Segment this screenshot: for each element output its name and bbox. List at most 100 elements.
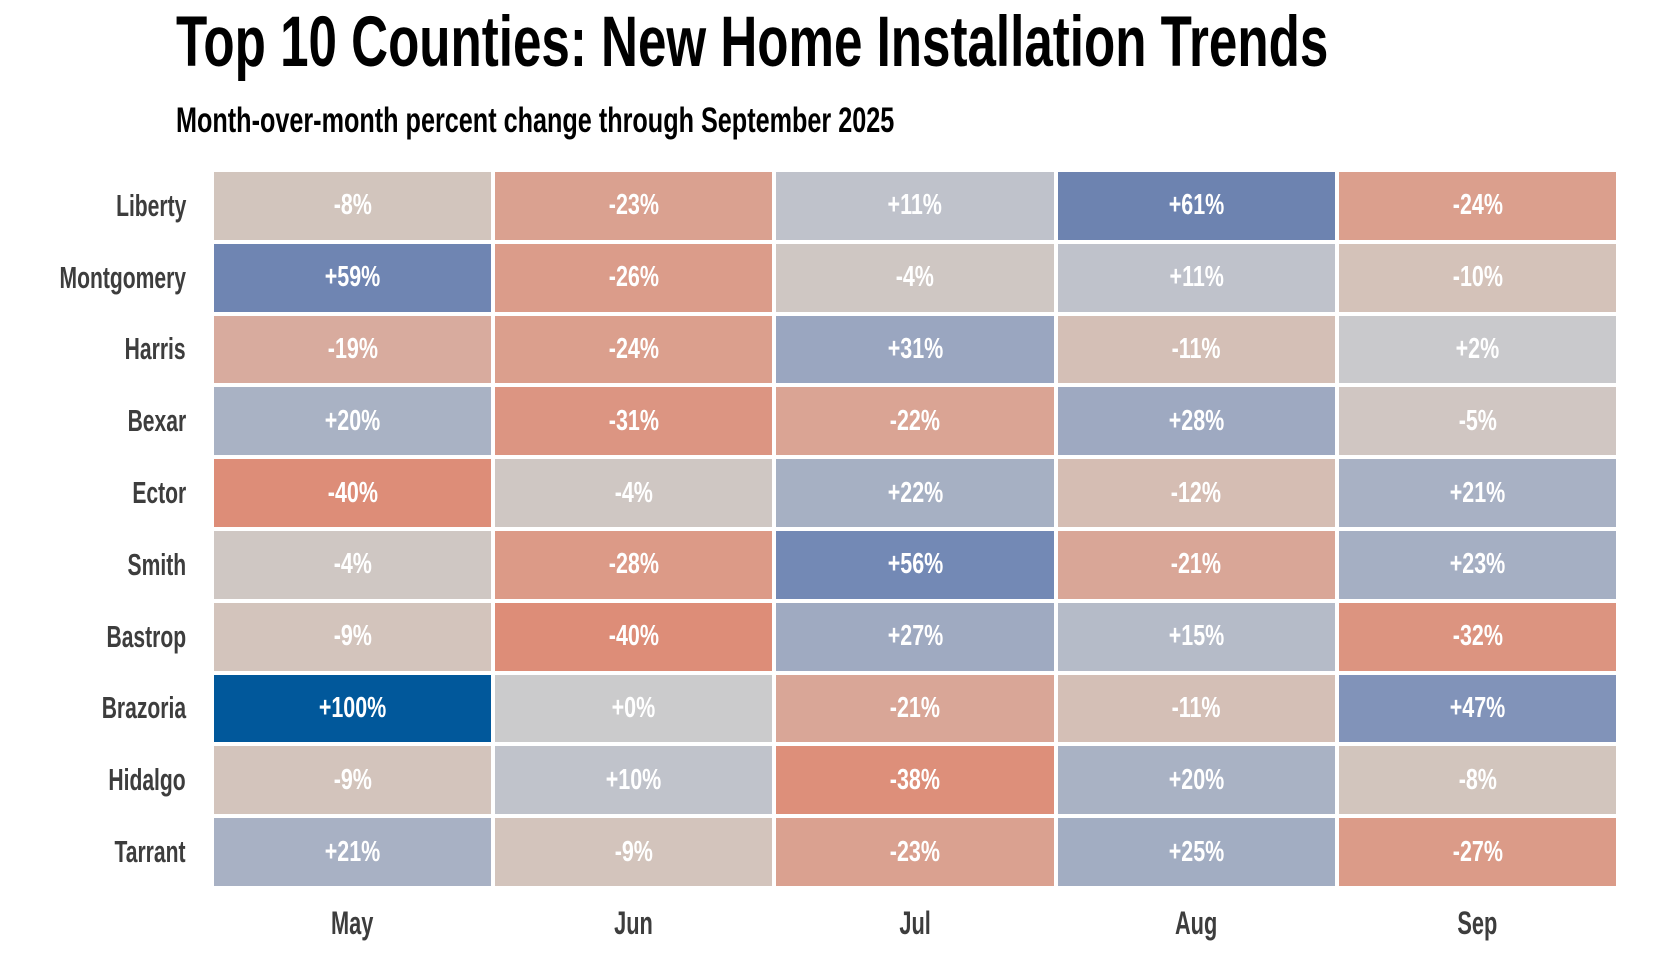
heatmap-cell-liberty-jul: +11% <box>776 172 1054 240</box>
heatmap-cell-brazoria-jun: +0% <box>495 674 773 743</box>
cell-value-label: -21% <box>889 691 941 724</box>
heatmap-cell-harris-jul: +31% <box>776 315 1054 384</box>
row-label-text: Bexar <box>127 403 186 439</box>
cell-value-label: -11% <box>1171 332 1221 365</box>
row-label-brazoria: Brazoria <box>0 675 186 743</box>
heatmap-cell-hidalgo-jun: +10% <box>495 746 773 815</box>
heatmap-cell-harris-may: -19% <box>214 315 492 384</box>
cell-value-label: -21% <box>1171 548 1222 581</box>
chart-subtitle: Month-over-month percent change through … <box>176 101 1174 141</box>
heatmap-cell-hidalgo-may: -9% <box>214 746 492 815</box>
heatmap-cell-harris-sep: +2% <box>1338 315 1616 384</box>
cell-value-label: +59% <box>324 261 381 294</box>
cell-value-label: -5% <box>1458 404 1497 437</box>
heatmap-cell-montgomery-jun: -26% <box>495 243 773 312</box>
cell-value-label: -24% <box>1452 189 1503 222</box>
heatmap-cell-montgomery-aug: +11% <box>1057 243 1335 312</box>
row-label-ector: Ector <box>0 459 186 527</box>
heatmap-cell-bexar-jul: -22% <box>776 387 1054 456</box>
heatmap-cell-ector-sep: +21% <box>1338 459 1616 527</box>
heatmap-cell-harris-jun: -24% <box>495 315 773 384</box>
heatmap-cell-brazoria-may: +100% <box>214 674 492 743</box>
cell-value-label: -22% <box>889 404 941 437</box>
cell-value-label: +56% <box>887 548 943 581</box>
row-label-harris: Harris <box>0 316 186 384</box>
row-label-montgomery: Montgomery <box>0 244 186 312</box>
cell-value-label: -11% <box>1171 691 1221 724</box>
chart-title-text: Top 10 Counties: New Home Installation T… <box>176 3 1329 82</box>
heatmap-cell-ector-jun: -4% <box>495 459 773 527</box>
cell-value-label: +20% <box>324 404 381 437</box>
cell-value-label: +47% <box>1449 691 1506 724</box>
col-label-text: Jul <box>899 904 931 941</box>
cell-value-label: +31% <box>887 332 943 365</box>
cell-value-label: -28% <box>608 548 659 581</box>
row-label-bexar: Bexar <box>0 387 186 455</box>
row-label-liberty: Liberty <box>0 172 186 240</box>
heatmap-cell-montgomery-jul: -4% <box>776 243 1054 312</box>
row-label-hidalgo: Hidalgo <box>0 746 186 814</box>
heatmap-cell-ector-aug: -12% <box>1057 459 1335 527</box>
cell-value-label: -8% <box>1458 763 1497 796</box>
row-label-bastrop: Bastrop <box>0 603 186 671</box>
chart-title: Top 10 Counties: New Home Installation T… <box>176 2 1660 83</box>
row-label-text: Hidalgo <box>108 762 186 798</box>
row-label-text: Tarrant <box>114 834 186 870</box>
cell-value-label: +23% <box>1449 548 1506 581</box>
heatmap-cell-bastrop-aug: +15% <box>1057 602 1335 671</box>
y-axis-county-labels: Liberty Montgomery Harris Bexar Ector Smith Ba… <box>0 172 186 886</box>
cell-value-label: -8% <box>333 189 372 222</box>
cell-value-label: +15% <box>1168 620 1224 653</box>
cell-value-label: +20% <box>1168 763 1224 796</box>
heatmap-grid: -8% -23% +11% +61% -24% +59% -26% -4% +11% -10% -1… <box>214 172 1616 886</box>
col-label-jul: Jul <box>776 890 1053 956</box>
cell-value-label: -9% <box>614 835 653 868</box>
col-label-may: May <box>214 890 491 956</box>
row-label-smith: Smith <box>0 531 186 599</box>
cell-value-label: -40% <box>327 476 378 509</box>
cell-value-label: -23% <box>889 835 941 868</box>
heatmap-cell-smith-jul: +56% <box>776 531 1054 599</box>
col-label-text: Jun <box>614 904 654 941</box>
cell-value-label: +0% <box>612 691 656 724</box>
heatmap-cell-bastrop-jul: +27% <box>776 602 1054 671</box>
cell-value-label: -4% <box>614 476 653 509</box>
row-label-text: Liberty <box>115 187 186 223</box>
cell-value-label: +10% <box>606 763 662 796</box>
cell-value-label: -9% <box>333 763 372 796</box>
cell-value-label: +100% <box>318 691 387 724</box>
chart-subtitle-text: Month-over-month percent change through … <box>176 101 895 140</box>
cell-value-label: -31% <box>608 404 659 437</box>
heatmap-cell-liberty-jun: -23% <box>495 172 773 240</box>
heatmap-cell-tarrant-sep: -27% <box>1338 818 1616 886</box>
cell-value-label: +22% <box>887 476 943 509</box>
x-axis-month-labels: May Jun Jul Aug Sep <box>214 890 1616 956</box>
heatmap-cell-montgomery-may: +59% <box>214 243 492 312</box>
heatmap-cell-brazoria-sep: +47% <box>1338 674 1616 743</box>
cell-value-label: +25% <box>1168 835 1224 868</box>
cell-value-label: +28% <box>1168 404 1224 437</box>
cell-value-label: -19% <box>327 332 378 365</box>
row-label-text: Ector <box>132 475 186 511</box>
cell-value-label: -27% <box>1452 835 1503 868</box>
heatmap-cell-bastrop-sep: -32% <box>1338 602 1616 671</box>
cell-value-label: -4% <box>895 261 935 294</box>
cell-value-label: +11% <box>887 189 943 222</box>
heatmap-cell-montgomery-sep: -10% <box>1338 243 1616 312</box>
cell-value-label: +2% <box>1455 332 1500 365</box>
cell-value-label: -32% <box>1452 620 1503 653</box>
heatmap-cell-smith-sep: +23% <box>1338 531 1616 599</box>
heatmap-cell-brazoria-jul: -21% <box>776 674 1054 743</box>
col-label-text: May <box>331 904 374 941</box>
cell-value-label: -4% <box>333 548 372 581</box>
heatmap-cell-hidalgo-aug: +20% <box>1057 746 1335 815</box>
heatmap-cell-bexar-sep: -5% <box>1338 387 1616 456</box>
row-label-text: Bastrop <box>106 618 186 654</box>
cell-value-label: +27% <box>887 620 943 653</box>
heatmap-cell-smith-aug: -21% <box>1057 531 1335 599</box>
heatmap-cell-smith-jun: -28% <box>495 531 773 599</box>
cell-value-label: +21% <box>324 835 381 868</box>
cell-value-label: -12% <box>1171 476 1222 509</box>
cell-value-label: -23% <box>608 189 659 222</box>
heatmap-cell-ector-jul: +22% <box>776 459 1054 527</box>
